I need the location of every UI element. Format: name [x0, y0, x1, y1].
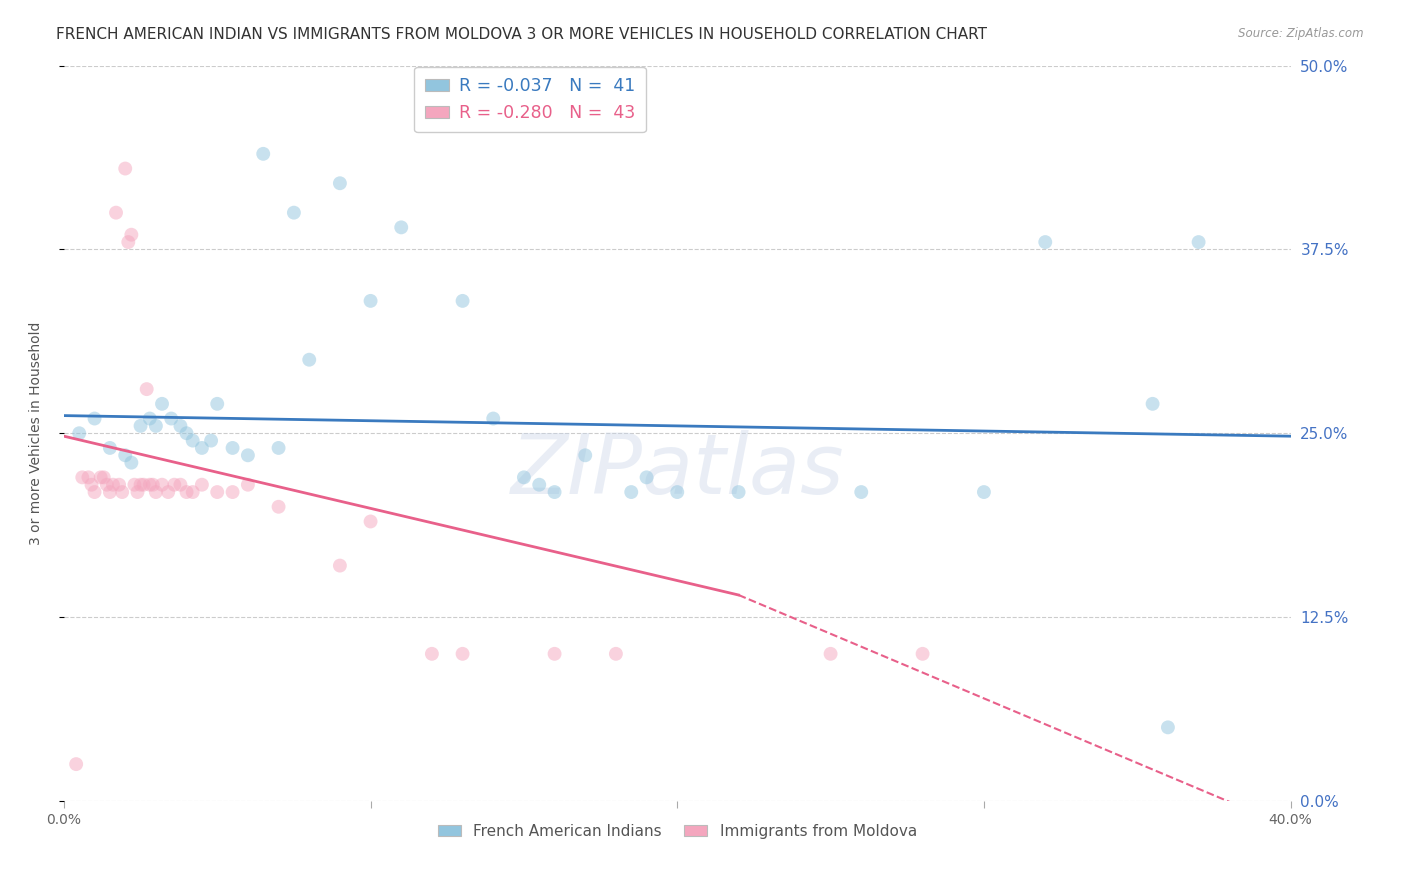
Y-axis label: 3 or more Vehicles in Household: 3 or more Vehicles in Household — [30, 321, 44, 545]
Point — [727, 485, 749, 500]
Point — [135, 382, 157, 396]
Point — [114, 161, 136, 176]
Point — [160, 411, 183, 425]
Point — [132, 477, 155, 491]
Point — [1157, 720, 1180, 734]
Point — [283, 205, 305, 219]
Point — [389, 220, 412, 235]
Point — [111, 485, 134, 500]
Text: FRENCH AMERICAN INDIAN VS IMMIGRANTS FROM MOLDOVA 3 OR MORE VEHICLES IN HOUSEHOL: FRENCH AMERICAN INDIAN VS IMMIGRANTS FRO… — [56, 27, 987, 42]
Point — [482, 411, 505, 425]
Point — [329, 176, 352, 190]
Point — [529, 477, 551, 491]
Point — [191, 441, 214, 455]
Point — [620, 485, 643, 500]
Point — [176, 485, 198, 500]
Point — [191, 477, 214, 491]
Point — [101, 477, 124, 491]
Point — [90, 470, 112, 484]
Point — [911, 647, 934, 661]
Point — [221, 485, 243, 500]
Point — [236, 477, 259, 491]
Point — [666, 485, 689, 500]
Legend: French American Indians, Immigrants from Moldova: French American Indians, Immigrants from… — [432, 817, 922, 845]
Text: ZIPatlas: ZIPatlas — [510, 430, 844, 510]
Point — [543, 485, 565, 500]
Point — [298, 352, 321, 367]
Point — [83, 411, 105, 425]
Point — [105, 205, 128, 219]
Point — [851, 485, 873, 500]
Point — [176, 426, 198, 441]
Point — [267, 441, 290, 455]
Point — [83, 485, 105, 500]
Point — [605, 647, 627, 661]
Point — [451, 293, 474, 308]
Point — [636, 470, 658, 484]
Text: Source: ZipAtlas.com: Source: ZipAtlas.com — [1239, 27, 1364, 40]
Point — [96, 477, 118, 491]
Point — [267, 500, 290, 514]
Point — [150, 477, 173, 491]
Point — [543, 647, 565, 661]
Point — [181, 434, 204, 448]
Point — [420, 647, 443, 661]
Point — [329, 558, 352, 573]
Point — [72, 470, 94, 484]
Point — [157, 485, 180, 500]
Point — [117, 235, 139, 249]
Point — [114, 448, 136, 462]
Point — [236, 448, 259, 462]
Point — [142, 477, 165, 491]
Point — [207, 397, 229, 411]
Point — [139, 411, 162, 425]
Point — [65, 757, 87, 772]
Point — [98, 485, 121, 500]
Point — [360, 293, 382, 308]
Point — [124, 477, 146, 491]
Point — [98, 441, 121, 455]
Point — [181, 485, 204, 500]
Point — [77, 470, 100, 484]
Point — [163, 477, 186, 491]
Point — [67, 426, 90, 441]
Point — [120, 456, 142, 470]
Point — [129, 418, 152, 433]
Point — [1033, 235, 1056, 249]
Point — [169, 418, 191, 433]
Point — [200, 434, 222, 448]
Point — [108, 477, 131, 491]
Point — [207, 485, 229, 500]
Point — [973, 485, 995, 500]
Point — [360, 515, 382, 529]
Point — [1142, 397, 1164, 411]
Point — [120, 227, 142, 242]
Point — [127, 485, 149, 500]
Point — [1187, 235, 1209, 249]
Point — [169, 477, 191, 491]
Point — [820, 647, 842, 661]
Point — [129, 477, 152, 491]
Point — [80, 477, 103, 491]
Point — [221, 441, 243, 455]
Point — [145, 485, 167, 500]
Point — [145, 418, 167, 433]
Point — [150, 397, 173, 411]
Point — [93, 470, 115, 484]
Point — [574, 448, 596, 462]
Point — [513, 470, 536, 484]
Point — [451, 647, 474, 661]
Point — [139, 477, 162, 491]
Point — [252, 146, 274, 161]
